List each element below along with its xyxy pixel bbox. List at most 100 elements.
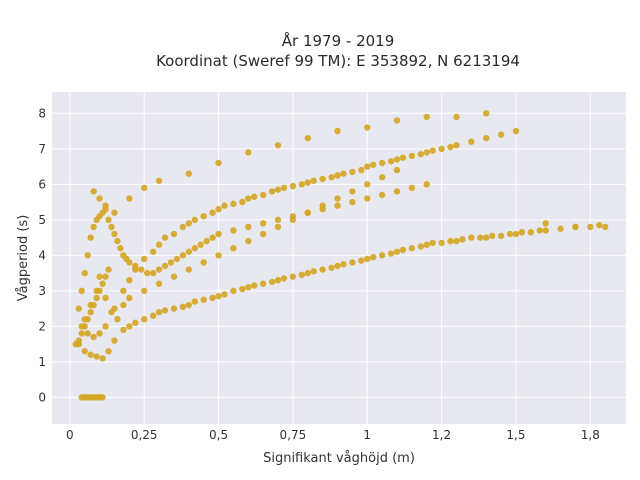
data-point [126,259,133,266]
data-point [289,273,297,280]
data-point [149,269,157,277]
data-point [239,285,246,293]
data-point [179,252,187,259]
x-tick-label: 1 [363,428,371,442]
data-point [111,209,118,216]
data-point [468,138,475,145]
data-point [81,348,88,355]
data-point [99,355,106,362]
data-point [438,145,445,153]
x-tick-label: 1,2 [432,428,451,442]
data-point [117,245,124,252]
data-point [140,255,148,263]
data-point [251,282,258,289]
data-point [393,248,401,255]
data-point [289,216,297,224]
data-point [393,188,401,195]
data-point [149,312,157,319]
data-point [298,271,306,279]
data-point [245,149,252,156]
data-point [90,301,97,309]
data-point [280,184,288,192]
data-point [173,255,181,263]
y-tick-label: 8 [38,106,46,120]
data-point [497,232,505,240]
data-point [221,291,228,298]
data-point [497,131,505,138]
data-point [387,158,395,165]
data-point [304,269,311,277]
data-point [179,303,187,311]
data-point [239,198,246,206]
data-point [536,227,543,234]
data-point [132,262,139,270]
data-point [274,276,282,284]
data-point [200,213,207,220]
data-point [170,305,178,312]
data-point [453,237,460,245]
data-point [203,237,210,245]
data-point [191,245,198,252]
x-tick-label: 1,5 [506,428,525,442]
data-point [93,294,100,302]
data-point [527,229,535,236]
data-point [393,166,401,174]
plot-area [52,92,626,424]
data-points [72,110,609,401]
data-point [87,234,94,241]
data-point [245,223,252,231]
x-axis-label: Signifikant våghöjd (m) [263,451,415,466]
data-point [370,161,377,168]
data-point [215,159,222,167]
chart-title-line-1: År 1979 - 2019 [282,31,395,50]
data-point [447,143,454,151]
data-point [102,294,109,302]
data-point [111,337,118,344]
data-point [140,316,148,323]
data-point [358,166,365,174]
data-point [512,127,520,135]
data-point [185,170,193,177]
data-point [364,181,371,188]
x-tick-label: 0,75 [280,428,307,442]
data-point [78,287,85,295]
data-point [596,221,603,229]
data-point [132,319,139,327]
data-point [108,223,115,231]
data-point [304,209,311,216]
data-point [268,278,276,286]
data-point [209,294,216,302]
data-point [170,230,178,238]
x-tick-label: 0,5 [209,428,228,442]
data-point [319,202,326,209]
data-point [200,259,207,266]
data-point [259,280,267,287]
data-point [138,266,145,273]
data-point [340,170,347,177]
data-point [161,307,169,314]
data-point [209,234,216,241]
data-point [310,177,317,184]
data-point [96,330,103,337]
data-point [149,248,157,255]
data-point [126,323,133,330]
x-tick-label: 1,8 [581,428,600,442]
data-point [161,262,169,270]
data-point [349,259,356,266]
data-point [126,195,133,202]
data-point [108,308,115,316]
data-point [423,149,430,156]
data-point [587,223,594,231]
y-axis-label: Vågperiod (s) [16,215,31,302]
data-point [126,294,133,302]
chart-title: År 1979 - 2019 Koordinat (Sweref 99 TM):… [156,31,520,70]
x-tick-label: 0,25 [131,428,158,442]
data-point [268,188,276,195]
data-point [438,239,445,247]
data-point [90,188,97,195]
data-point [215,230,222,238]
data-point [87,308,94,316]
data-point [215,292,222,300]
data-point [289,182,297,190]
